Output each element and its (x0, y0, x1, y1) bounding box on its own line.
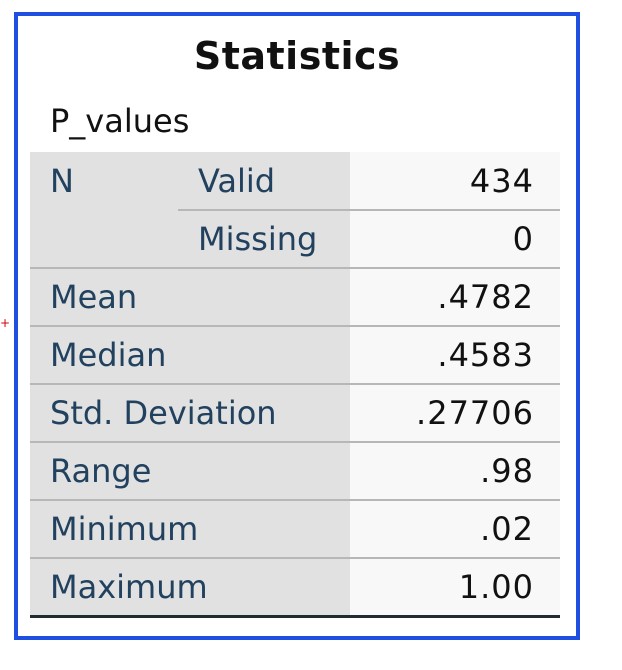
table-row-std-deviation: Std. Deviation .27706 (30, 384, 560, 442)
table-row-range: Range .98 (30, 442, 560, 500)
row-label-missing: Missing (198, 220, 318, 258)
row-value-maximum: 1.00 (458, 568, 534, 606)
table-row-valid: N Valid 434 (30, 152, 560, 210)
table-row-median: Median .4583 (30, 326, 560, 384)
row-divider (30, 499, 560, 501)
table-row-minimum: Minimum .02 (30, 500, 560, 558)
n-label: N (50, 162, 74, 200)
row-value-valid: 434 (469, 162, 534, 200)
row-value-minimum: .02 (480, 510, 534, 548)
row-divider (30, 267, 560, 269)
row-value-median: .4583 (437, 336, 534, 374)
table-row-maximum: Maximum 1.00 (30, 558, 560, 616)
row-value-std-deviation: .27706 (416, 394, 534, 432)
statistics-table: N Valid 434 Missing 0 Mean .4782 Median … (30, 152, 560, 618)
row-divider (30, 383, 560, 385)
row-label-valid: Valid (198, 162, 276, 200)
statistics-output-frame[interactable]: Statistics P_values N Valid 434 Missing … (14, 12, 580, 640)
variable-name: P_values (50, 102, 190, 140)
table-bottom-border (30, 615, 560, 618)
table-title: Statistics (193, 34, 401, 78)
row-value-missing: 0 (512, 220, 534, 258)
row-value-range: .98 (480, 452, 534, 490)
row-divider (30, 325, 560, 327)
table-row-mean: Mean .4782 (30, 268, 560, 326)
row-value-mean: .4782 (437, 278, 534, 316)
row-divider (178, 209, 560, 211)
row-label-std-deviation: Std. Deviation (50, 394, 277, 432)
table-row-missing: Missing 0 (30, 210, 560, 268)
red-tick-marker: + (0, 316, 11, 330)
row-label-range: Range (50, 452, 152, 490)
row-label-maximum: Maximum (50, 568, 208, 606)
row-divider (30, 441, 560, 443)
row-label-minimum: Minimum (50, 510, 199, 548)
value-column (350, 152, 560, 618)
row-label-mean: Mean (50, 278, 138, 316)
row-header-column (30, 152, 350, 618)
row-label-median: Median (50, 336, 167, 374)
row-divider (30, 557, 560, 559)
